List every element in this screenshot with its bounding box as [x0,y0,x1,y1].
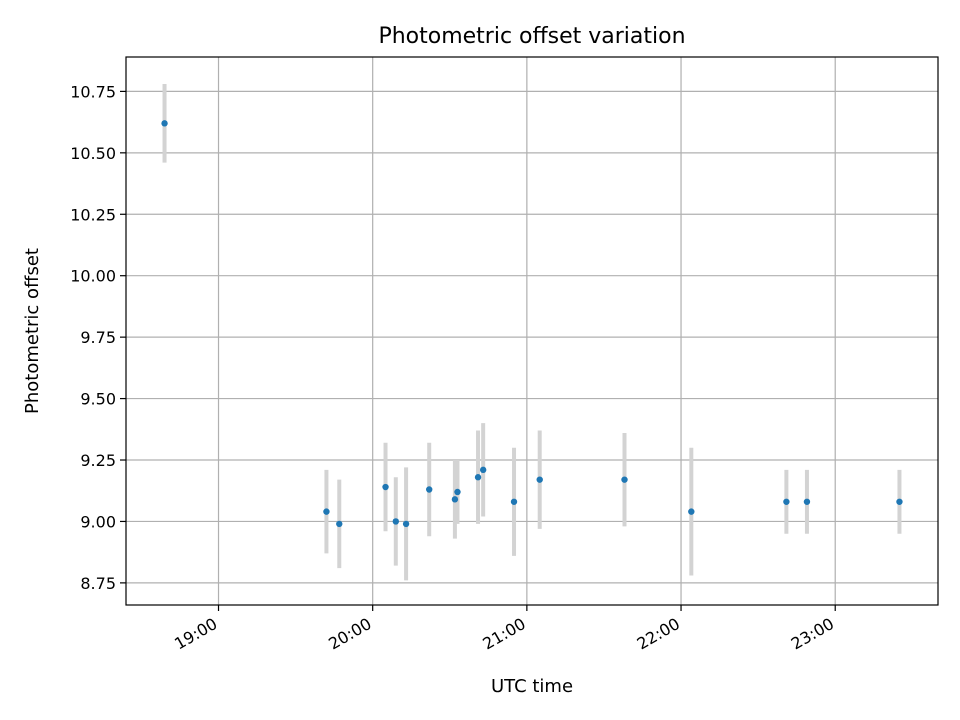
x-tick-label: 20:00 [325,614,374,654]
chart-title: Photometric offset variation [378,24,685,49]
y-tick-label: 8.75 [80,574,116,593]
x-tick-label: 22:00 [634,614,683,654]
data-point [402,520,410,528]
data-point [392,518,400,525]
data-point [454,488,461,496]
data-point [474,474,482,481]
data-point [161,120,168,127]
error-bars [162,84,902,581]
data-point [536,476,543,483]
data-point [451,496,459,503]
data-points [161,120,903,528]
data-point [382,483,389,491]
x-axis-label: UTC time [491,676,573,697]
y-tick-label: 10.50 [70,144,116,163]
y-axis: 8.75 9.00 9.25 9.50 9.75 10.00 10.25 10.50 10.75 [70,82,126,593]
data-point [479,466,487,474]
y-axis-label: Photometric offset [22,248,43,414]
x-axis: 19:00 20:00 21:00 22:00 23:00 [171,605,837,654]
y-tick-label: 9.25 [80,451,116,470]
data-point [621,476,628,483]
x-tick-label: 21:00 [479,614,528,654]
y-tick-label: 9.75 [80,328,116,347]
x-tick-label: 23:00 [788,614,837,654]
plot-frame [125,56,939,606]
data-point [783,498,790,505]
data-point [803,498,811,505]
data-point [336,520,343,528]
y-tick-label: 10.25 [70,205,116,224]
y-tick-label: 9.00 [80,512,116,531]
grid-lines [126,57,938,605]
data-point [426,486,433,493]
y-tick-label: 9.50 [80,390,116,409]
data-point [688,508,695,515]
data-point [323,508,330,515]
data-point [510,498,518,505]
y-tick-label: 10.00 [70,267,116,286]
x-tick-label: 19:00 [171,614,220,654]
data-point [896,498,903,505]
y-tick-label: 10.75 [70,82,116,101]
